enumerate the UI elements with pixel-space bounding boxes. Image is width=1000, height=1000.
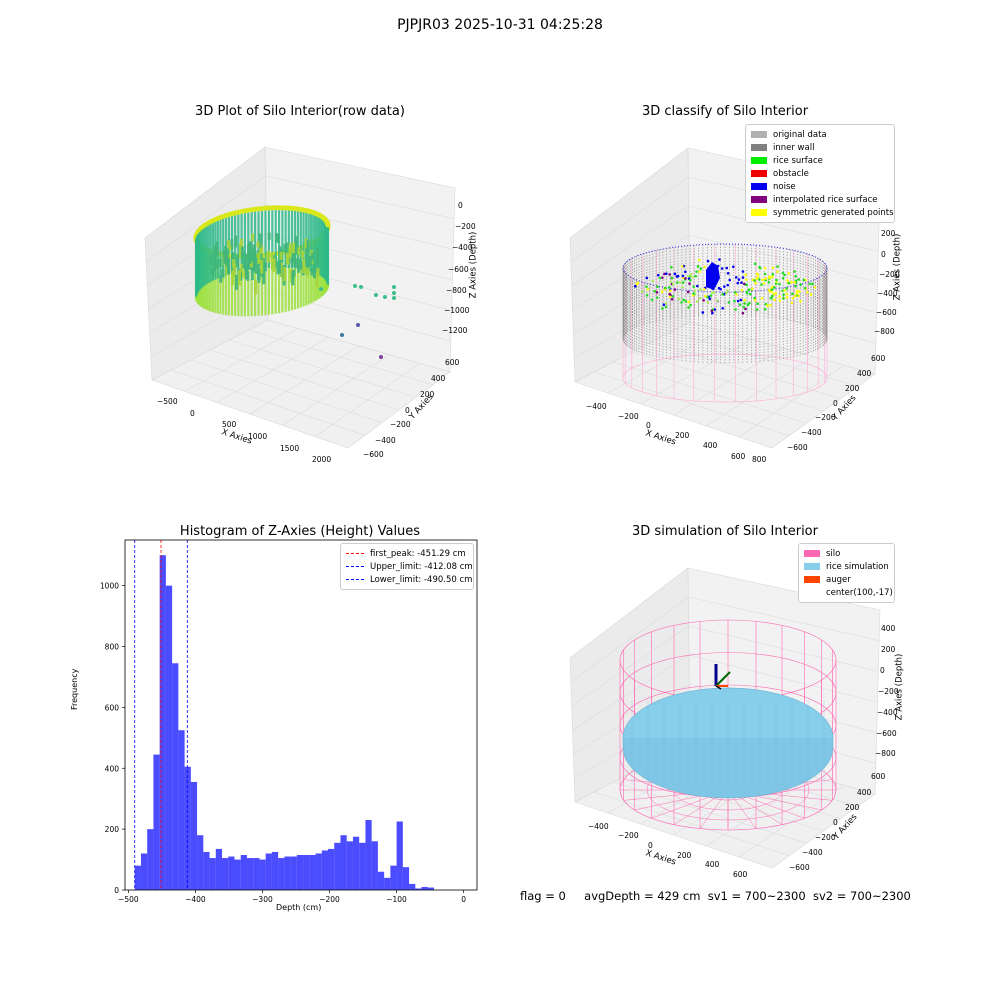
- simulation-x-tick: 0: [648, 841, 653, 850]
- simulation-y-tick: −200: [815, 833, 836, 842]
- legend-label: silo: [826, 549, 840, 559]
- simulation-z-tick: 400: [881, 624, 895, 633]
- simulation-legend: silo rice simulation auger center(100,-17): [798, 543, 895, 603]
- legend-item-3: center(100,-17): [804, 586, 889, 599]
- simulation-z-tick: −600: [876, 729, 897, 738]
- simulation-y-tick: −600: [789, 863, 810, 872]
- rice-simulation-surface: [623, 688, 833, 798]
- simulation-x-tick: 400: [705, 860, 719, 869]
- flag-text: flag = 0: [520, 889, 566, 903]
- sv1-text: sv1 = 700~2300: [708, 889, 806, 903]
- simulation-z-tick: −400: [877, 708, 898, 717]
- legend-item-0: silo: [804, 547, 889, 560]
- simulation-z-tick: 200: [881, 645, 895, 654]
- simulation-x-tick: 600: [733, 870, 747, 879]
- simulation-y-tick: 600: [871, 772, 885, 781]
- status-footer: flag = 0 avgDepth = 429 cm sv1 = 700~230…: [520, 889, 911, 903]
- legend-item-2: auger: [804, 573, 889, 586]
- simulation-z-tick: −800: [875, 749, 896, 758]
- legend-label: auger: [826, 575, 851, 585]
- legend-swatch: [804, 563, 820, 570]
- legend-label: rice simulation: [826, 562, 889, 572]
- sv2-text: sv2 = 700~2300: [813, 889, 911, 903]
- simulation-x-tick: −200: [618, 831, 639, 840]
- simulation-y-tick: −400: [802, 848, 823, 857]
- simulation-x-tick: −400: [588, 822, 609, 831]
- simulation-z-tick: 0: [880, 666, 885, 675]
- legend-swatch: [804, 550, 820, 557]
- legend-swatch: [804, 576, 820, 583]
- legend-swatch: [804, 589, 820, 596]
- simulation-y-tick: 400: [857, 788, 871, 797]
- simulation-y-tick: 200: [845, 803, 859, 812]
- avg-depth-text: avgDepth = 429 cm: [584, 889, 700, 903]
- legend-item-1: rice simulation: [804, 560, 889, 573]
- simulation-z-tick: −200: [878, 687, 899, 696]
- simulation-x-tick: 200: [677, 851, 691, 860]
- legend-label: center(100,-17): [826, 588, 893, 598]
- simulation-y-tick: 0: [833, 818, 838, 827]
